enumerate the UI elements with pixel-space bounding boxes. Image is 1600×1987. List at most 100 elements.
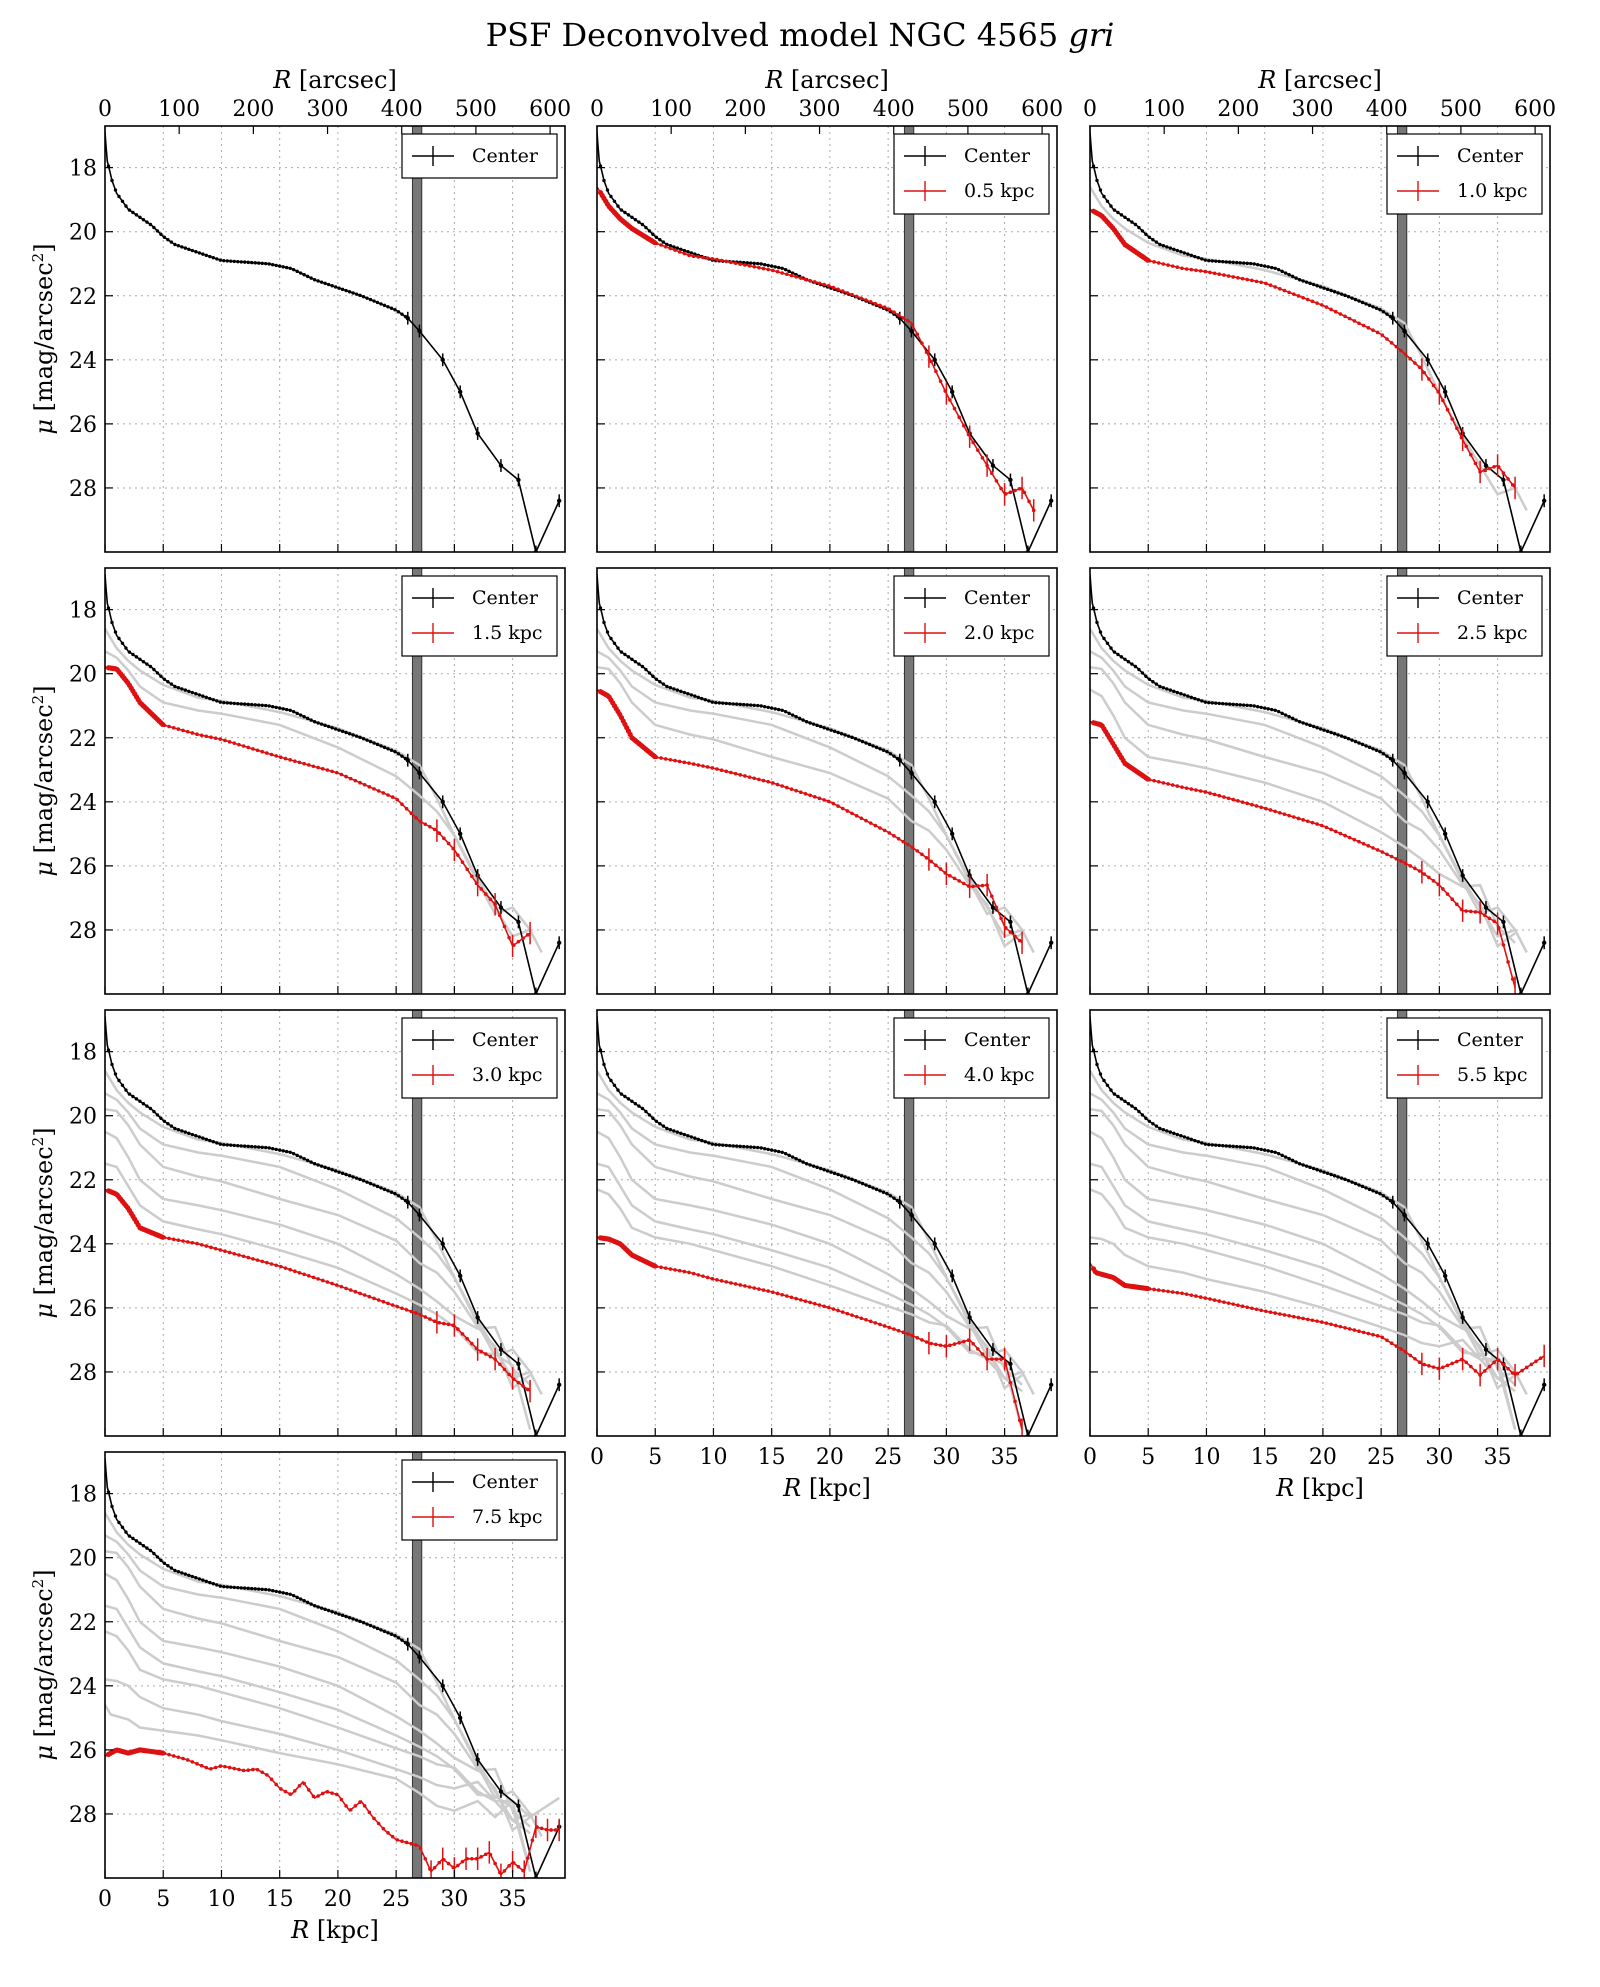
slice-point [358, 1800, 362, 1804]
center-point [134, 1539, 139, 1543]
center-point [700, 1138, 704, 1143]
slice-point [1013, 1399, 1017, 1404]
center-point [1266, 707, 1270, 711]
x-tick-label: 15 [1251, 1445, 1279, 1470]
x-tick-label: 25 [874, 1445, 902, 1470]
slice-point [743, 1284, 747, 1288]
center-point [1105, 1083, 1110, 1087]
center-point [358, 735, 362, 740]
slice-point [1226, 796, 1231, 801]
slice-point [460, 1332, 465, 1336]
slice-point [808, 793, 812, 798]
slice-point [1492, 919, 1496, 924]
center-point [148, 1548, 153, 1553]
center-point [1130, 220, 1134, 224]
center-point [302, 1156, 306, 1161]
slice-point [938, 1343, 943, 1348]
center-point [239, 702, 243, 706]
center-point [647, 671, 652, 675]
slice-point [785, 785, 789, 790]
legend-label-center: Center [472, 587, 539, 609]
center-point [1207, 258, 1211, 263]
center-point [354, 734, 359, 738]
center-point [361, 737, 366, 741]
center-point [232, 1585, 236, 1590]
center-point [612, 199, 617, 203]
slice-point [171, 726, 176, 730]
slice-point [994, 905, 999, 910]
plot-area [597, 126, 1054, 552]
slice-point [1184, 1292, 1189, 1296]
y-tick-label: 28 [69, 1803, 97, 1828]
legend-label-center: Center [1457, 1029, 1524, 1051]
center-point [1182, 251, 1187, 255]
slice-point [348, 1288, 353, 1292]
center-point [619, 208, 624, 212]
slice-point [185, 729, 190, 734]
shaded-band [1396, 568, 1408, 994]
center-point [1329, 730, 1333, 735]
center-point [180, 245, 184, 249]
center-point [658, 680, 662, 684]
slice-point [836, 804, 840, 808]
center-point [773, 265, 777, 269]
x-tick-label: 0 [590, 1445, 604, 1470]
slice-point [199, 1242, 204, 1247]
center-point [1140, 671, 1145, 675]
slice-point [724, 1280, 729, 1284]
center-point [277, 706, 282, 710]
slice-point [1431, 879, 1436, 883]
slice-point [1375, 1334, 1380, 1338]
center-point [305, 274, 310, 279]
center-point [787, 711, 791, 716]
center-point [246, 1144, 250, 1149]
plot-area [105, 1010, 562, 1436]
slice-point [176, 1238, 181, 1242]
center-point [344, 1614, 348, 1619]
center-point [769, 264, 774, 268]
slice-point [1231, 797, 1236, 802]
center-point [141, 217, 146, 222]
center-point [131, 210, 135, 215]
center-point [637, 1104, 641, 1108]
center-point [1276, 267, 1281, 272]
center-point [1262, 264, 1267, 268]
top-axis-label-unit: [arcsec] [783, 66, 889, 94]
slice-point [701, 1274, 705, 1278]
slice-point [232, 1766, 237, 1771]
slice-point [668, 246, 673, 251]
slice-point [297, 1783, 302, 1788]
slice-point [1013, 934, 1017, 939]
slice-point [677, 759, 682, 764]
center-point [1172, 247, 1176, 252]
series-line-previous-slice [105, 1572, 531, 1828]
center-point [679, 689, 683, 694]
slice-point [1380, 333, 1385, 337]
center-point [330, 726, 334, 730]
center-point [351, 733, 355, 737]
center-point [1266, 265, 1270, 269]
slice-point [1361, 1330, 1366, 1335]
center-point [1280, 269, 1284, 274]
center-point [1165, 687, 1169, 691]
center-point [797, 1158, 802, 1163]
slice-point [414, 1311, 418, 1315]
slice-point [539, 1826, 544, 1831]
center-point [396, 1636, 401, 1640]
slice-point [1189, 787, 1194, 791]
center-point [288, 266, 292, 270]
slice-point [293, 1269, 297, 1274]
slice-point [376, 1298, 381, 1302]
slice-point [826, 284, 831, 288]
center-point [1249, 703, 1253, 708]
center-point [749, 261, 753, 265]
center-point [344, 730, 348, 735]
center-point [204, 1579, 209, 1584]
slice-point [659, 243, 663, 247]
center-point [211, 1140, 216, 1144]
center-point [1123, 657, 1127, 661]
center-point [124, 1530, 128, 1534]
slice-point [302, 1781, 306, 1786]
